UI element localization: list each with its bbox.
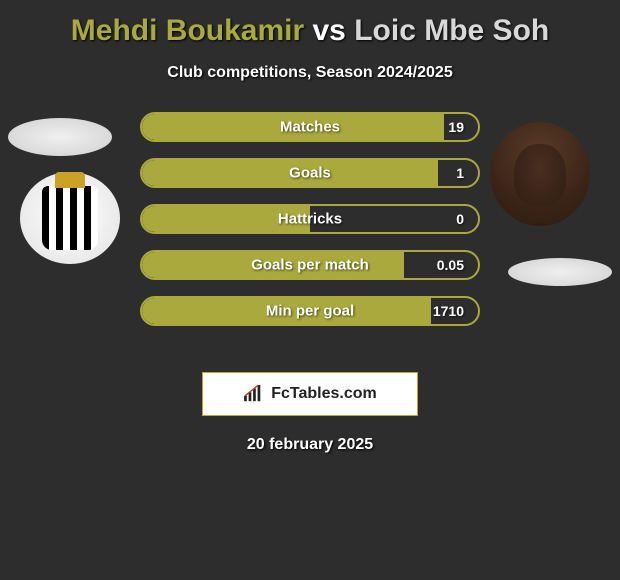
stat-row: Hattricks 0	[140, 204, 480, 234]
brand-box[interactable]: FcTables.com	[202, 372, 418, 416]
stat-row: Matches 19	[140, 112, 480, 142]
stat-value: 1	[456, 165, 464, 181]
stat-label: Goals	[289, 165, 331, 182]
stat-value: 0.05	[437, 257, 464, 273]
stat-value: 19	[448, 119, 464, 135]
stat-label: Goals per match	[251, 257, 369, 274]
stats-chart: Matches 19 Goals 1 Hattricks 0 Goals per match…	[0, 112, 620, 352]
title-player2: Loic Mbe Soh	[354, 14, 549, 47]
stat-value: 1710	[433, 303, 464, 319]
stat-row: Goals per match 0.05	[140, 250, 480, 280]
stat-row: Goals 1	[140, 158, 480, 188]
title-vs: vs	[313, 14, 346, 47]
page-title: Mehdi Boukamir vs Loic Mbe Soh	[0, 14, 620, 48]
stat-value: 0	[456, 211, 464, 227]
stat-label: Matches	[280, 119, 340, 136]
brand-label: FcTables.com	[271, 385, 377, 403]
bar-chart-icon	[243, 385, 265, 403]
date-label: 20 february 2025	[0, 436, 620, 454]
subtitle: Club competitions, Season 2024/2025	[0, 64, 620, 82]
title-player1: Mehdi Boukamir	[71, 14, 304, 47]
stat-row: Min per goal 1710	[140, 296, 480, 326]
comparison-card: Mehdi Boukamir vs Loic Mbe Soh Club comp…	[0, 0, 620, 464]
stat-label: Hattricks	[278, 211, 342, 228]
stat-label: Min per goal	[266, 303, 354, 320]
